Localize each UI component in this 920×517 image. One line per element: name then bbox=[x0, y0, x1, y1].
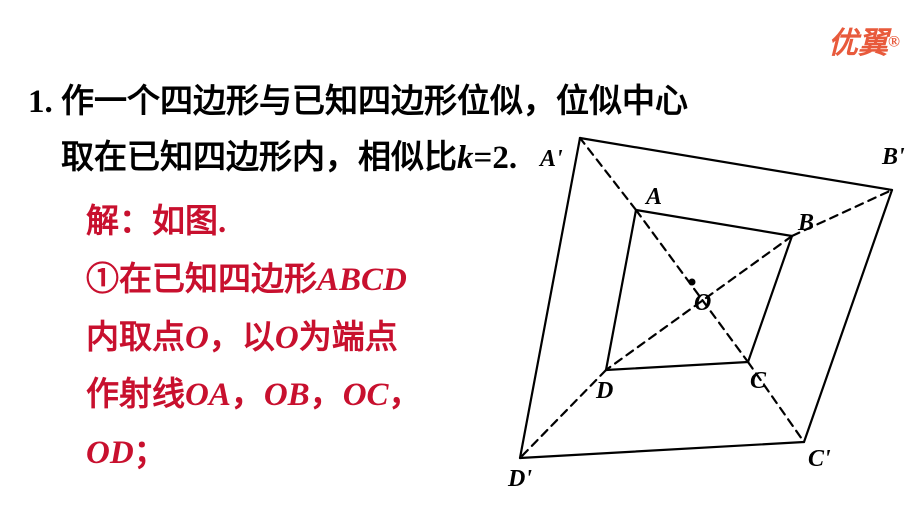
problem-number: 1. bbox=[28, 84, 53, 120]
diagram-svg: A B C D A' B' C' D' O bbox=[456, 140, 906, 500]
svg-text:B: B bbox=[797, 210, 814, 236]
sol-line3a: 内取点 bbox=[86, 320, 185, 356]
sol-line3c: 为端点 bbox=[299, 320, 398, 356]
sol-od: OD bbox=[86, 435, 134, 471]
sol-c2: ， bbox=[310, 377, 343, 413]
svg-text:O: O bbox=[694, 290, 711, 316]
svg-text:D': D' bbox=[507, 466, 532, 492]
sol-ob: OB bbox=[264, 377, 310, 413]
logo-text: 优翼 bbox=[828, 27, 888, 60]
sol-line3b: ，以 bbox=[209, 320, 275, 356]
sol-oa: OA bbox=[185, 377, 231, 413]
sol-c1: ， bbox=[231, 377, 264, 413]
svg-text:C': C' bbox=[808, 446, 831, 472]
sol-o1: O bbox=[185, 320, 209, 356]
problem-line2: 取在已知四边形内，相似比 bbox=[61, 140, 457, 176]
sol-line4a: 作射线 bbox=[86, 377, 185, 413]
logo-reg: ® bbox=[888, 34, 900, 51]
problem-line1: 作一个四边形与已知四边形位似，位似中心 bbox=[53, 84, 688, 120]
sol-oc: OC bbox=[343, 377, 389, 413]
diagram: A B C D A' B' C' D' O bbox=[456, 140, 906, 500]
svg-text:A': A' bbox=[538, 146, 563, 172]
svg-text:D: D bbox=[595, 378, 613, 404]
logo: 优翼® bbox=[828, 18, 900, 62]
svg-text:A: A bbox=[644, 184, 662, 210]
solution-text: 解：如图. ①在已知四边形ABCD 内取点O，以O为端点 作射线OA，OB，OC… bbox=[86, 194, 486, 483]
sol-c3: ， bbox=[389, 377, 422, 413]
sol-abcd: ABCD bbox=[317, 262, 407, 298]
sol-c4: ； bbox=[134, 435, 167, 471]
sol-o2: O bbox=[275, 320, 299, 356]
sol-line1: 解：如图. bbox=[86, 204, 226, 240]
svg-text:C: C bbox=[750, 368, 767, 394]
sol-line2a: ①在已知四边形 bbox=[86, 262, 317, 298]
svg-text:B': B' bbox=[881, 144, 905, 170]
